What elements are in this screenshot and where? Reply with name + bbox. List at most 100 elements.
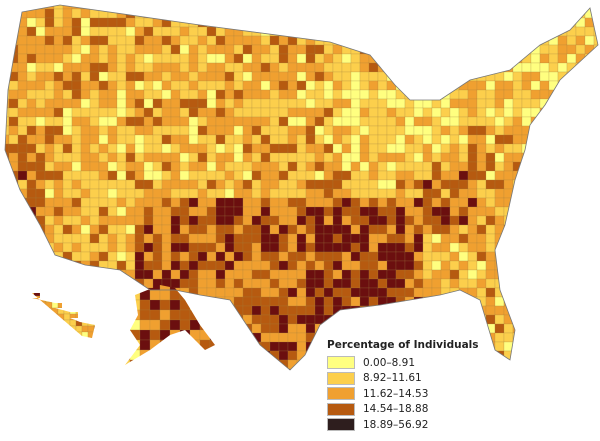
- county: [107, 206, 118, 217]
- county: [53, 98, 64, 109]
- county: [161, 260, 172, 271]
- county: [224, 242, 235, 253]
- county: [152, 260, 163, 271]
- county: [512, 8, 523, 19]
- county: [89, 44, 100, 55]
- county: [386, 44, 397, 55]
- county: [485, 107, 496, 118]
- legend-item: 18.89–56.92: [327, 417, 479, 433]
- county: [26, 197, 37, 208]
- county: [161, 215, 172, 226]
- county: [251, 341, 262, 352]
- legend-label: 0.00–8.91: [363, 356, 416, 369]
- county: [593, 251, 598, 262]
- county: [44, 341, 55, 352]
- county: [503, 80, 514, 91]
- county: [125, 319, 131, 331]
- county: [593, 8, 598, 19]
- county: [53, 242, 64, 253]
- county: [584, 359, 595, 370]
- county: [107, 134, 118, 145]
- county: [89, 125, 100, 136]
- county: [341, 134, 352, 145]
- county: [404, 242, 415, 253]
- county: [404, 26, 415, 37]
- county: [159, 339, 171, 351]
- county: [169, 339, 181, 351]
- county: [404, 233, 415, 244]
- county: [8, 260, 19, 271]
- county: [548, 26, 559, 37]
- county: [557, 107, 568, 118]
- county: [107, 170, 118, 181]
- county: [197, 152, 208, 163]
- county: [431, 206, 442, 217]
- county: [575, 179, 586, 190]
- county: [8, 5, 19, 10]
- county: [323, 134, 334, 145]
- county: [8, 116, 19, 127]
- county: [557, 5, 568, 10]
- county: [278, 35, 289, 46]
- legend-swatch: [327, 356, 355, 370]
- county: [485, 269, 496, 280]
- county: [287, 179, 298, 190]
- county: [368, 161, 379, 172]
- county: [476, 53, 487, 64]
- county: [404, 44, 415, 55]
- county: [143, 206, 154, 217]
- county: [467, 44, 478, 55]
- county: [35, 89, 46, 100]
- county: [35, 98, 46, 109]
- county: [87, 301, 95, 309]
- county: [548, 287, 559, 298]
- county: [143, 35, 154, 46]
- county: [368, 125, 379, 136]
- county: [152, 233, 163, 244]
- county: [8, 251, 19, 262]
- county: [89, 269, 100, 280]
- county: [209, 339, 215, 351]
- county: [314, 53, 325, 64]
- county: [413, 179, 424, 190]
- county: [152, 98, 163, 109]
- county: [503, 332, 514, 343]
- county: [143, 242, 154, 253]
- county: [557, 260, 568, 271]
- county: [62, 152, 73, 163]
- county: [584, 107, 595, 118]
- county: [440, 251, 451, 262]
- county: [512, 224, 523, 235]
- county: [107, 8, 118, 19]
- county: [143, 143, 154, 154]
- county: [260, 53, 271, 64]
- county: [413, 242, 424, 253]
- county: [494, 107, 505, 118]
- county: [296, 107, 307, 118]
- county: [332, 107, 343, 118]
- county: [80, 125, 91, 136]
- county: [62, 161, 73, 172]
- county: [107, 332, 118, 343]
- county: [107, 17, 118, 28]
- county: [260, 17, 271, 28]
- county: [206, 224, 217, 235]
- county: [26, 26, 37, 37]
- county: [233, 170, 244, 181]
- county: [449, 242, 460, 253]
- county: [449, 188, 460, 199]
- county: [107, 152, 118, 163]
- county: [269, 332, 280, 343]
- county: [143, 89, 154, 100]
- county: [98, 251, 109, 262]
- county: [332, 314, 343, 325]
- county: [296, 323, 307, 334]
- county: [341, 278, 352, 289]
- county: [71, 89, 82, 100]
- county: [116, 26, 127, 37]
- county: [44, 161, 55, 172]
- county: [125, 89, 136, 100]
- county: [39, 325, 47, 333]
- county: [179, 224, 190, 235]
- county: [215, 269, 226, 280]
